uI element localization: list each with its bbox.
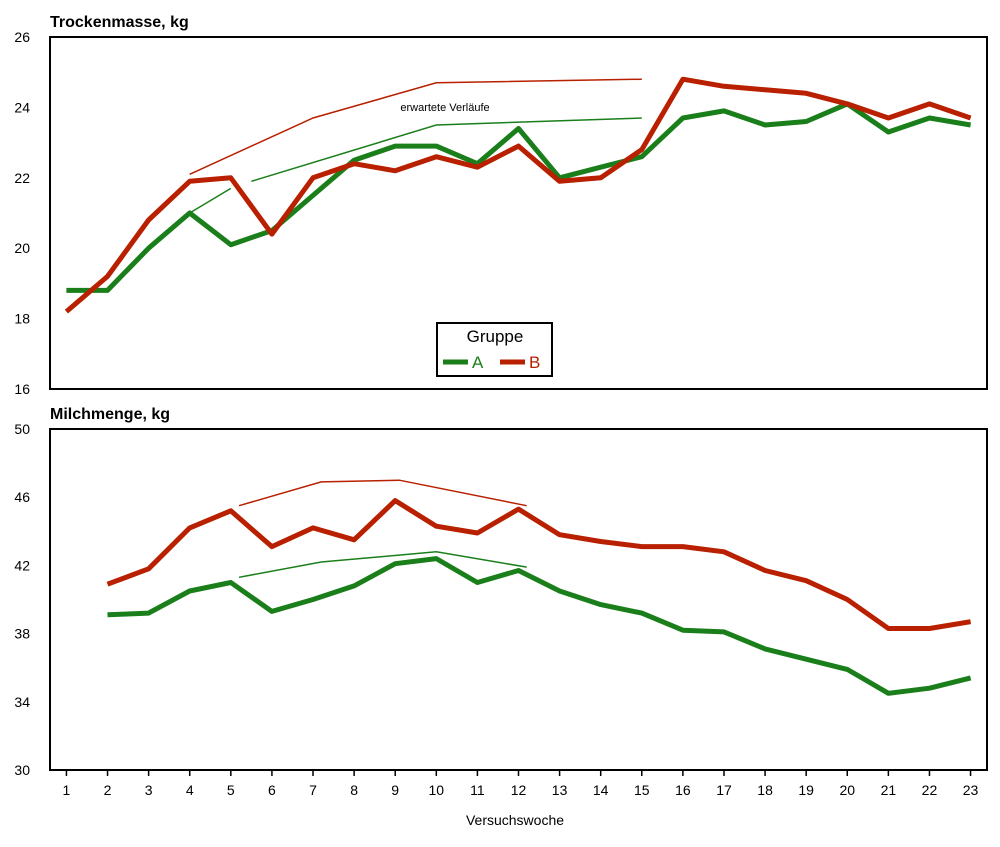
x-tick-label: 4 — [186, 782, 194, 798]
panel-trockenmasse: Trockenmasse, kg 16 18 20 22 24 26 erwartete … — [14, 14, 988, 397]
x-axis-label: Versuchswoche — [466, 812, 564, 828]
x-tick-label: 11 — [470, 782, 485, 798]
series-trockenmasse — [64, 76, 972, 314]
x-tick-label: 15 — [634, 782, 650, 798]
y-tick-label: 34 — [14, 694, 30, 710]
x-tick-label: 22 — [922, 782, 938, 798]
x-tick-label: 19 — [798, 782, 814, 798]
legend-title: Gruppe — [467, 327, 524, 346]
y-tick-label: 16 — [14, 381, 30, 397]
x-tick-label: 16 — [675, 782, 691, 798]
y-axis-trockenmasse: 16 18 20 22 24 26 — [14, 29, 30, 397]
expected-lines-milchmenge — [238, 479, 527, 579]
x-tick-label: 1 — [63, 782, 71, 798]
plot-frame-trockenmasse — [49, 36, 988, 390]
expected-line-b — [189, 78, 642, 175]
legend: Gruppe A B — [436, 322, 553, 377]
legend-label-a: A — [472, 353, 484, 372]
legend-box — [436, 322, 553, 377]
y-tick-label: 46 — [14, 489, 30, 505]
panel-title-trockenmasse: Trockenmasse, kg — [50, 14, 189, 31]
x-axis-versuchswoche: 1 2 3 4 5 6 7 8 9 10 11 12 13 14 15 16 17 18 19 20 21 22 23 — [63, 770, 979, 798]
series-line-a — [107, 556, 972, 696]
expected-line-a — [238, 551, 527, 579]
x-tick-label: 9 — [391, 782, 399, 798]
y-tick-label: 42 — [14, 557, 30, 573]
x-tick-label: 20 — [839, 782, 855, 798]
legend-label-b: B — [529, 353, 540, 372]
y-tick-label: 22 — [14, 170, 30, 186]
annotation-erwartete-verlaeufe: erwartete Verläufe — [400, 102, 489, 114]
series-line-b — [106, 498, 972, 631]
expected-line-a — [189, 187, 232, 214]
y-tick-label: 50 — [14, 421, 30, 437]
expected-line-a — [251, 117, 642, 183]
y-tick-label: 24 — [14, 99, 30, 115]
panel-title-milchmenge: Milchmenge, kg — [50, 406, 170, 423]
x-tick-label: 13 — [552, 782, 568, 798]
x-tick-label: 12 — [511, 782, 527, 798]
x-tick-label: 3 — [145, 782, 153, 798]
expected-line-b — [238, 479, 527, 507]
y-tick-label: 26 — [14, 29, 30, 45]
x-tick-label: 7 — [309, 782, 317, 798]
x-tick-label: 5 — [227, 782, 235, 798]
x-tick-label: 10 — [429, 782, 445, 798]
y-tick-label: 38 — [14, 626, 30, 642]
x-tick-label: 18 — [757, 782, 773, 798]
x-tick-label: 21 — [881, 782, 897, 798]
x-tick-label: 6 — [268, 782, 276, 798]
x-tick-label: 14 — [593, 782, 609, 798]
series-line-a — [66, 101, 972, 293]
x-tick-label: 23 — [963, 782, 979, 798]
x-tick-label: 17 — [716, 782, 732, 798]
y-axis-milchmenge: 30 34 38 42 46 50 — [14, 421, 30, 778]
x-tick-label: 8 — [350, 782, 358, 798]
series-line-b — [64, 76, 972, 314]
expected-lines-trockenmasse — [189, 78, 642, 214]
y-tick-label: 30 — [14, 762, 30, 778]
y-tick-label: 18 — [14, 311, 30, 327]
series-milchmenge — [106, 498, 972, 696]
x-tick-label: 2 — [104, 782, 112, 798]
y-tick-label: 20 — [14, 240, 30, 256]
